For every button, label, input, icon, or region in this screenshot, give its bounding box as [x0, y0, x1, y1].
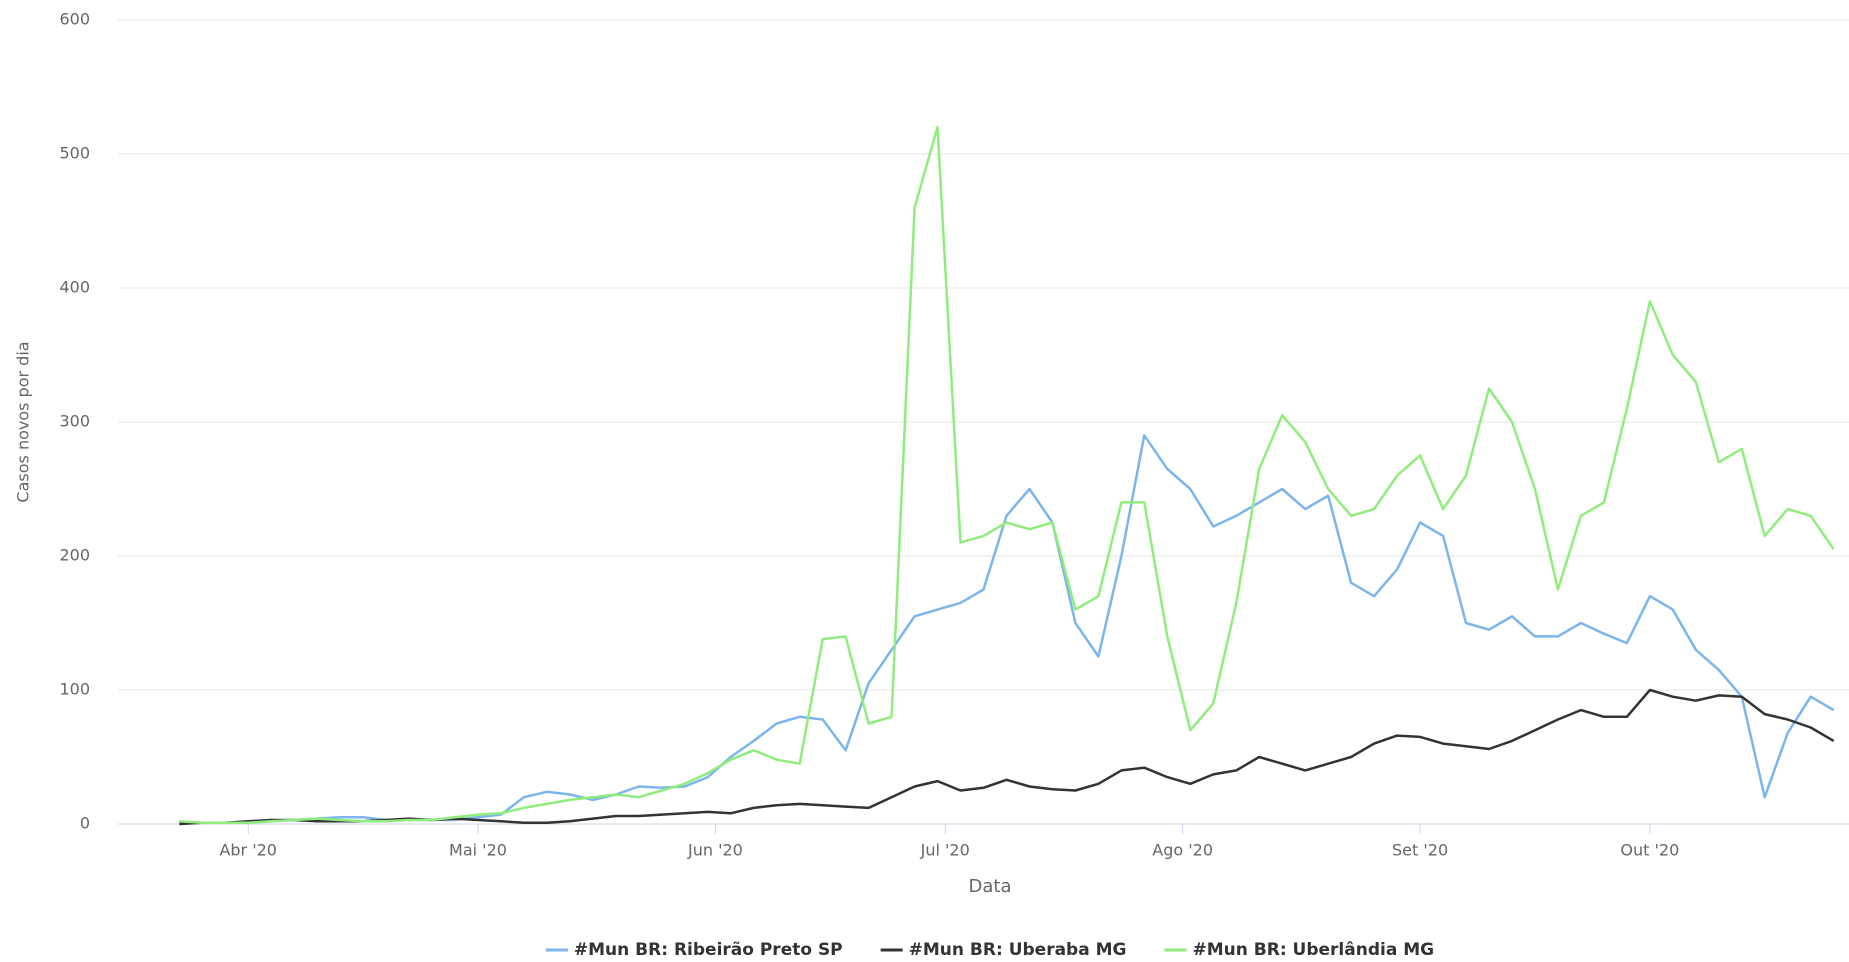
y-tick-label: 200 [59, 546, 90, 565]
x-tick-label: Set '20 [1392, 841, 1448, 860]
legend: #Mun BR: Ribeirão Preto SP #Mun BR: Ubera… [545, 940, 1434, 960]
x-tick-label: Mai '20 [449, 841, 507, 860]
y-tick-label: 400 [59, 278, 90, 297]
series-line [179, 688, 1835, 826]
y-axis-title: Casos novos por dia [14, 341, 33, 502]
y-tick-label: 300 [59, 412, 90, 431]
series-line [179, 125, 1835, 824]
legend-item: #Mun BR: Uberaba MG [880, 940, 1127, 960]
legend-text: #Mun BR: Uberlândia MG [1192, 940, 1434, 960]
legend-item: #Mun BR: Uberlândia MG [1164, 940, 1434, 960]
legend-item: #Mun BR: Ribeirão Preto SP [545, 940, 843, 960]
legend-text: #Mun BR: Uberaba MG [909, 940, 1127, 960]
x-tick-label: Ago '20 [1152, 841, 1213, 860]
y-tick-label: 600 [59, 10, 90, 29]
x-tick-label: Jun '20 [687, 841, 743, 860]
y-tick-label: 500 [59, 144, 90, 163]
y-tick-label: 0 [80, 814, 90, 833]
x-tick-label: Out '20 [1620, 841, 1679, 860]
series-line [179, 434, 1835, 824]
x-tick-label: Jul '20 [920, 841, 970, 860]
x-tick-label: Abr '20 [219, 841, 277, 860]
x-axis-title: Data [969, 876, 1012, 897]
legend-text: #Mun BR: Ribeirão Preto SP [574, 940, 843, 960]
y-tick-label: 100 [59, 680, 90, 699]
